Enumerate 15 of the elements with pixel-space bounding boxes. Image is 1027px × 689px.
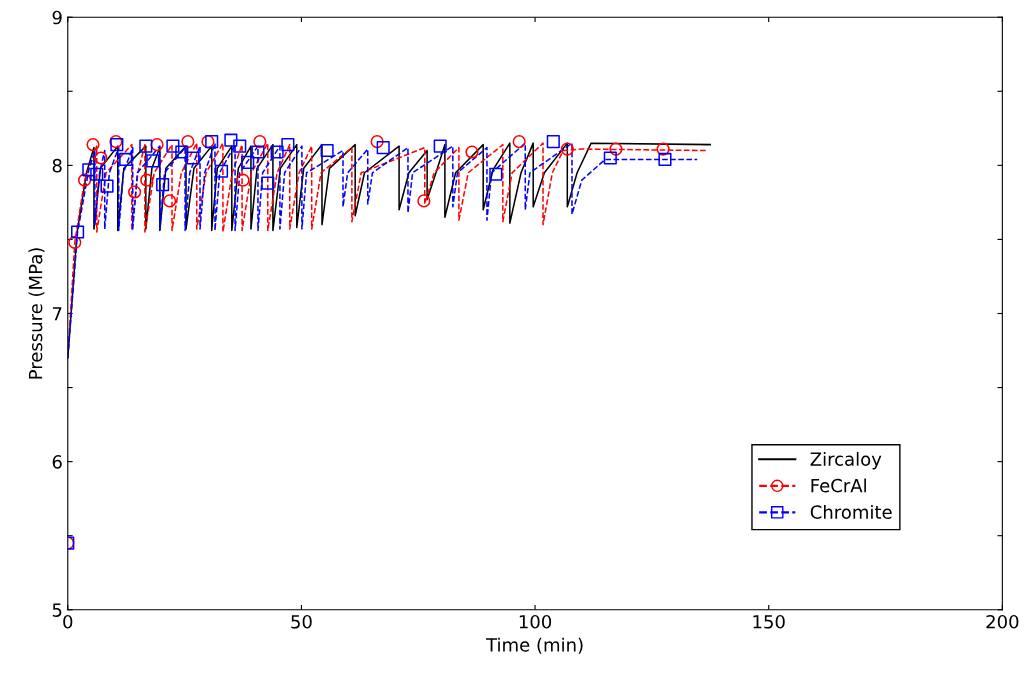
legend-label: Chromite — [810, 504, 892, 519]
y-tick-label: 9 — [52, 10, 62, 25]
y-tick-label: 6 — [52, 455, 62, 469]
legend-label: FeCrAl — [811, 478, 866, 493]
x-axis-title: Time (min) — [485, 637, 583, 654]
x-tick-label: 200 — [986, 614, 1019, 629]
x-tick-label: 0 — [63, 614, 73, 629]
legend-label: Zircaloy — [810, 451, 882, 470]
y-tick-label: 8 — [52, 158, 62, 173]
y-tick-label: 5 — [52, 603, 62, 617]
x-tick-label: 150 — [753, 614, 785, 629]
y-axis-title: Pressure (MPa) — [28, 248, 45, 379]
x-tick-label: 50 — [291, 614, 312, 629]
x-tick-label: 100 — [519, 614, 552, 629]
y-tick-label: 7 — [52, 307, 62, 321]
